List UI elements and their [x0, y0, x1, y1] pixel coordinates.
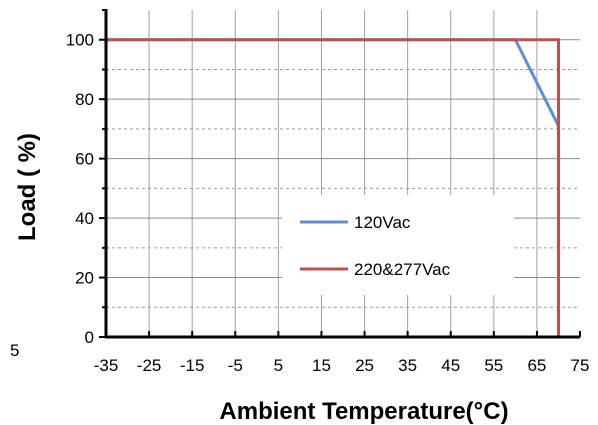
y-tick-label: 40: [75, 209, 94, 228]
x-tick-label: 45: [441, 356, 460, 375]
x-tick-label: -5: [228, 356, 243, 375]
y-tick-label: 0: [85, 328, 94, 347]
x-tick-label: 5: [274, 356, 283, 375]
legend-label: 120Vac: [354, 213, 411, 232]
x-tick-label: -35: [94, 356, 119, 375]
x-tick-label: -15: [180, 356, 205, 375]
y-tick-label: 60: [75, 150, 94, 169]
x-tick-label: 75: [571, 356, 590, 375]
legend-label: 220&277Vac: [354, 260, 451, 279]
x-axis-title: Ambient Temperature(°C): [219, 398, 508, 425]
y-tick-label: 80: [75, 90, 94, 109]
legend: 120Vac 220&277Vac: [282, 195, 514, 295]
x-tick-label: -25: [137, 356, 162, 375]
y-tick-label: 20: [75, 269, 94, 288]
y-tick-label: 100: [66, 31, 94, 50]
x-tick-label: 15: [312, 356, 331, 375]
y-axis-title: Load ( %): [14, 133, 41, 241]
cropped-tick-label: 5: [10, 341, 19, 360]
series-line: [106, 38, 560, 337]
legend-background: [282, 195, 514, 295]
axes: [99, 9, 581, 339]
x-tick-label: 35: [398, 356, 417, 375]
x-tick-label: 55: [484, 356, 503, 375]
x-tick-label: 25: [355, 356, 374, 375]
tick-labels: 0 20 40 60 80 100 -35 -25 -15 -5 5 15 25 35 45 55 65 75: [66, 31, 590, 375]
series-lines: [106, 38, 560, 337]
x-tick-label: 65: [527, 356, 546, 375]
